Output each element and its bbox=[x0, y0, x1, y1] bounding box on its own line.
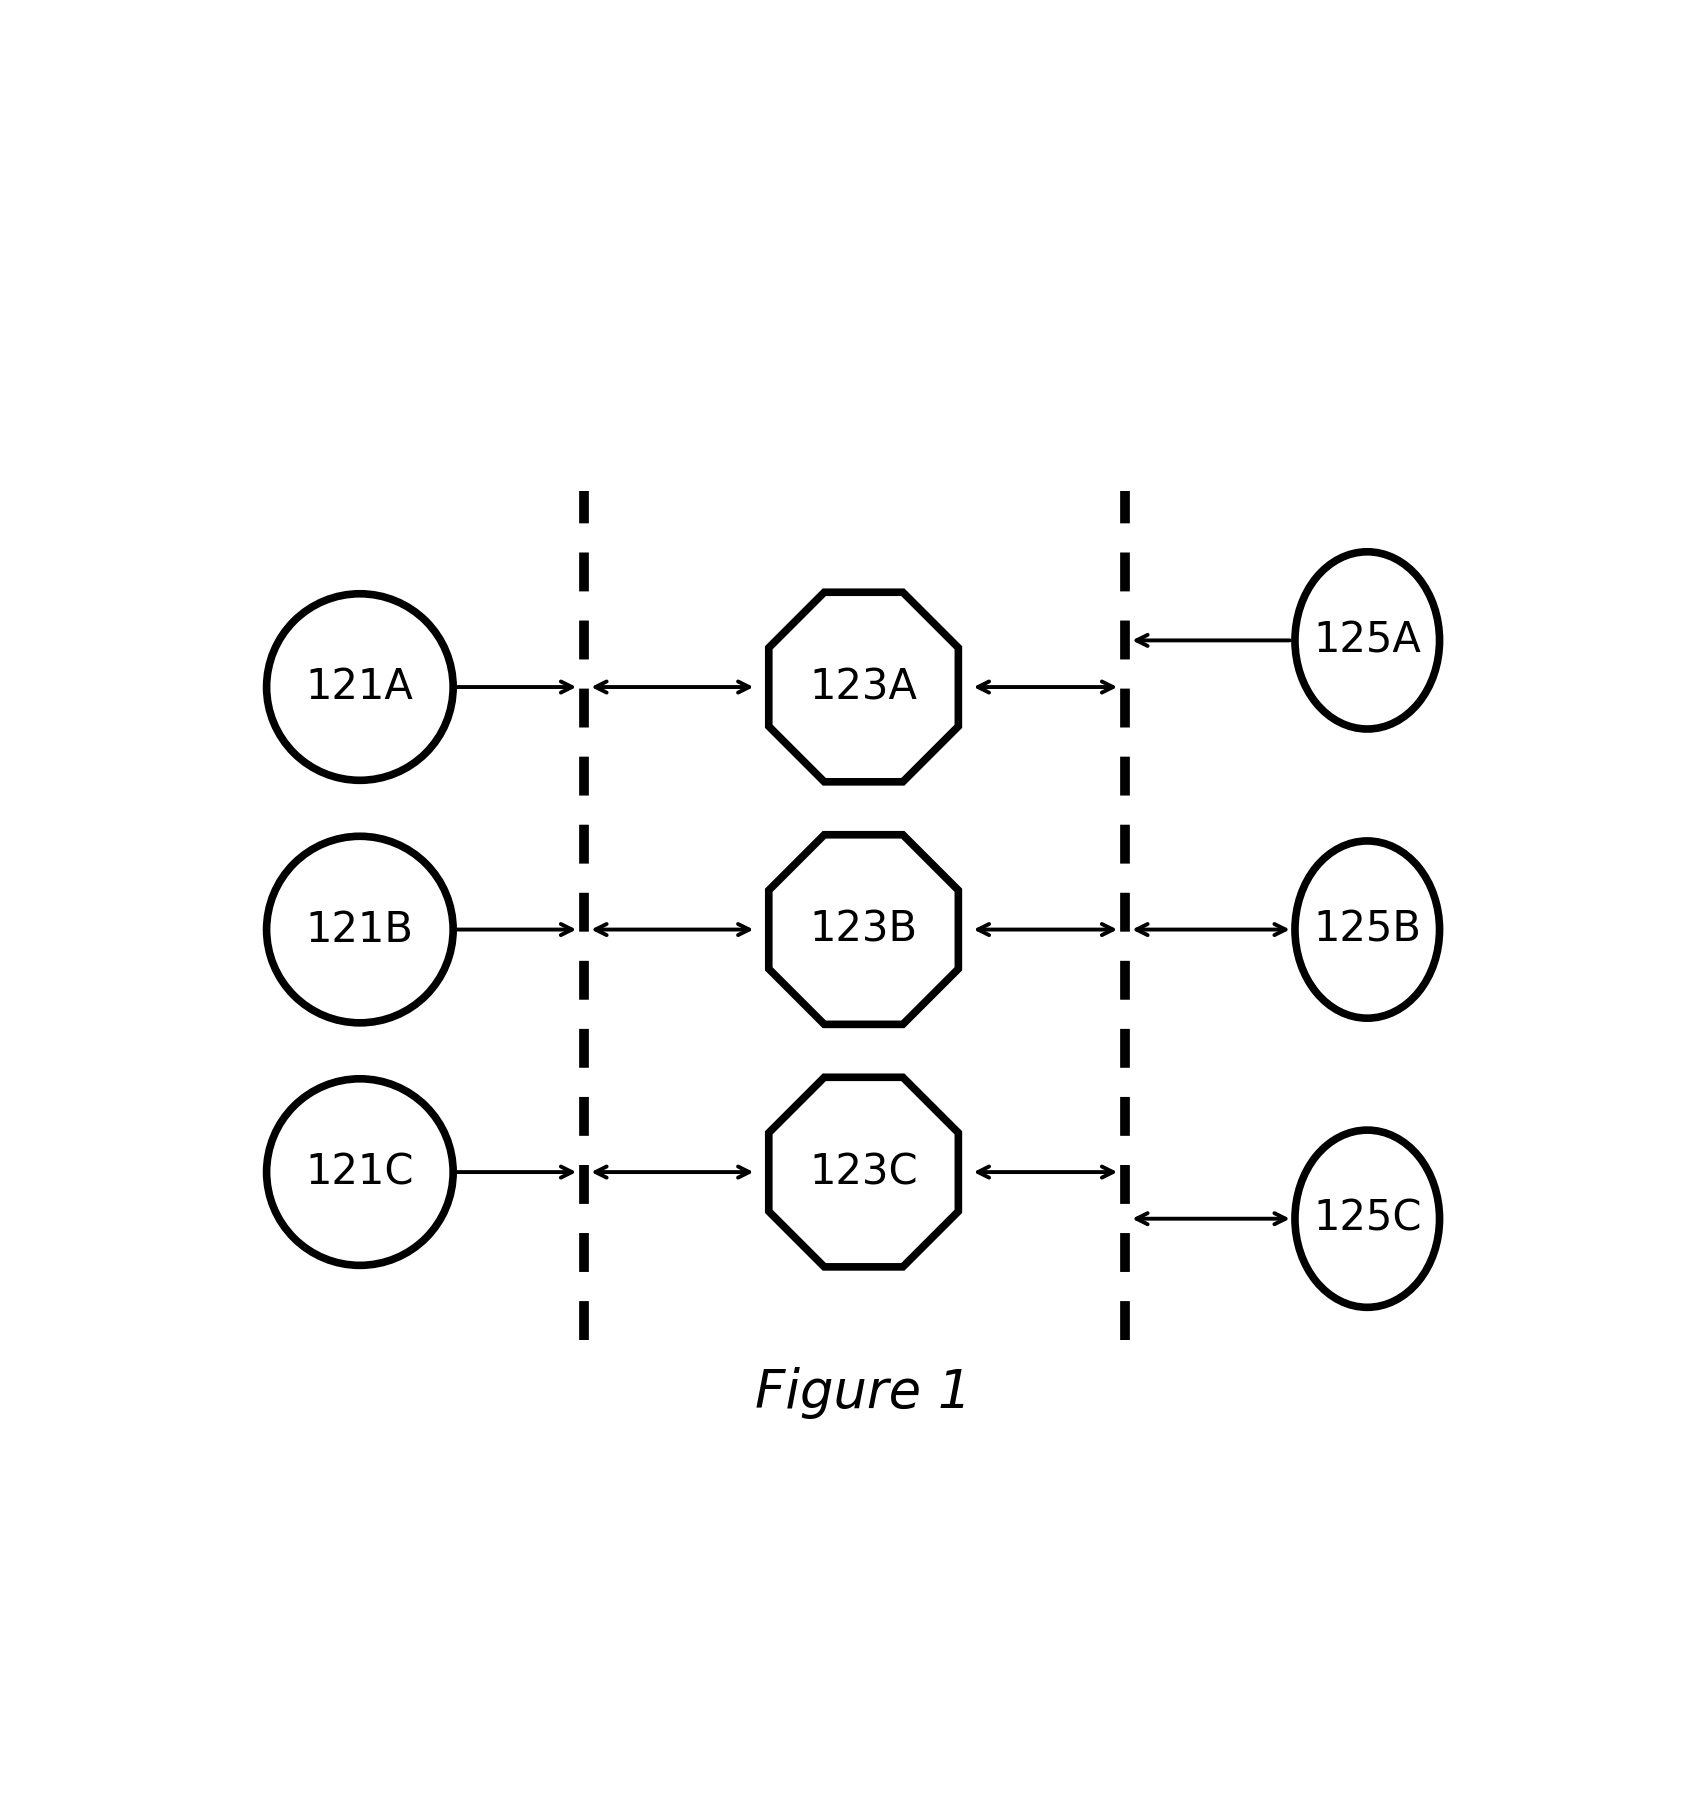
Polygon shape bbox=[768, 834, 959, 1024]
Text: 123C: 123C bbox=[809, 1151, 918, 1193]
Text: 121A: 121A bbox=[307, 665, 415, 709]
Text: 123B: 123B bbox=[809, 908, 918, 950]
Ellipse shape bbox=[1296, 551, 1439, 729]
Text: 123A: 123A bbox=[809, 665, 918, 709]
Text: Figure 1: Figure 1 bbox=[755, 1367, 972, 1420]
Circle shape bbox=[266, 836, 453, 1023]
Circle shape bbox=[266, 1079, 453, 1265]
Text: 125C: 125C bbox=[1313, 1198, 1422, 1240]
Ellipse shape bbox=[1296, 841, 1439, 1019]
Polygon shape bbox=[768, 593, 959, 781]
Text: 121B: 121B bbox=[307, 908, 415, 950]
Text: 125A: 125A bbox=[1313, 620, 1420, 662]
Text: 121C: 121C bbox=[305, 1151, 415, 1193]
Circle shape bbox=[266, 595, 453, 780]
Polygon shape bbox=[768, 1077, 959, 1267]
Text: 125B: 125B bbox=[1313, 908, 1420, 950]
Ellipse shape bbox=[1296, 1129, 1439, 1307]
